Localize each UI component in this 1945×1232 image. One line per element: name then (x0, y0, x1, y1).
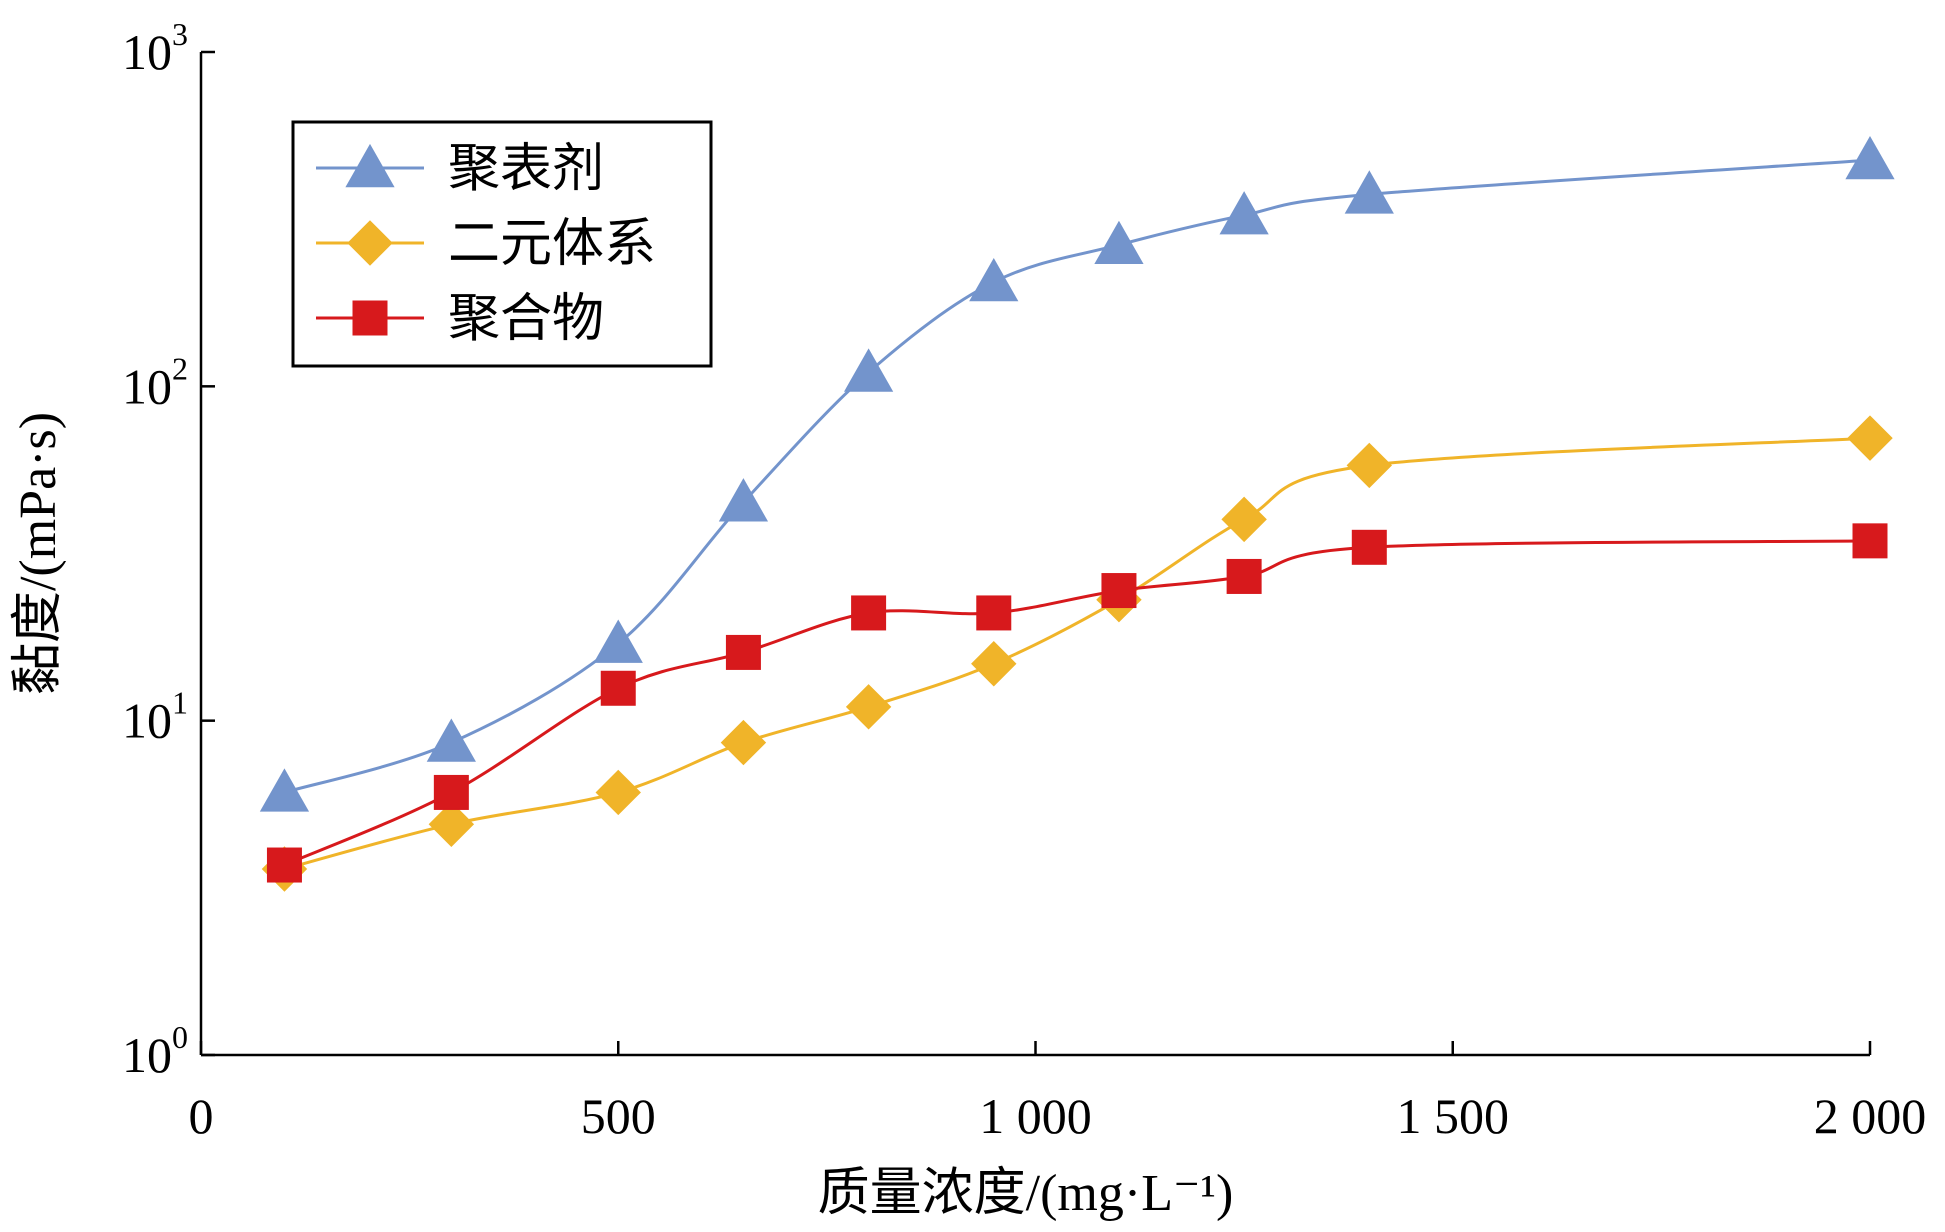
x-axis-title: 质量浓度/(mg·L⁻¹) (818, 1165, 1234, 1222)
data-point-series-0 (259, 768, 310, 812)
data-point-series-1 (845, 684, 892, 730)
y-tick-label: 103 (122, 16, 188, 80)
data-point-series-1 (1221, 496, 1267, 543)
x-tick-label: 500 (581, 1088, 656, 1144)
data-point-series-1 (1346, 442, 1393, 489)
data-point-series-0 (426, 718, 476, 762)
x-tick-label: 1 500 (1397, 1088, 1510, 1144)
data-point-series-1 (595, 769, 641, 816)
data-point-series-0 (843, 348, 894, 392)
data-point-series-1 (720, 719, 767, 766)
data-point-series-1 (1847, 415, 1893, 461)
data-point-series-0 (1219, 191, 1269, 235)
y-tick-label: 100 (122, 1019, 188, 1083)
data-point-series-2 (976, 595, 1012, 631)
data-point-series-2 (851, 595, 887, 631)
data-point-series-2 (266, 847, 302, 883)
x-tick-label: 0 (189, 1088, 214, 1144)
data-point-series-0 (718, 478, 769, 522)
y-axis-title: 黏度/(mPa·s) (10, 412, 67, 695)
legend-label-1: 二元体系 (448, 216, 656, 273)
axes (199, 50, 1872, 1057)
data-point-series-2 (1852, 523, 1888, 559)
data-point-series-0 (1094, 220, 1144, 265)
data-point-series-2 (600, 670, 636, 706)
y-tick-label: 102 (122, 350, 188, 414)
data-point-series-1 (428, 801, 475, 847)
data-point-series-2 (433, 774, 469, 810)
legend-marker-1 (347, 220, 393, 266)
data-point-series-2 (1101, 573, 1137, 609)
series-line-1 (284, 436, 1871, 871)
x-tick-label: 2 000 (1814, 1088, 1927, 1144)
data-point-series-2 (725, 634, 761, 670)
data-point-series-0 (1344, 170, 1394, 214)
series-markers (259, 135, 1895, 892)
data-point-series-2 (1226, 558, 1262, 594)
legend-label-2: 聚合物 (448, 291, 604, 348)
y-tick-label: 101 (122, 685, 188, 749)
tick-labels: 0 500 1 000 1 500 2 000 100 101 102 103 (122, 16, 1926, 1144)
data-point-series-1 (971, 641, 1017, 687)
data-point-series-0 (969, 257, 1019, 302)
data-point-series-0 (1845, 135, 1895, 180)
legend-label-0: 聚表剂 (448, 141, 604, 198)
series-line-2 (283, 539, 1871, 867)
legend-marker-2 (352, 300, 388, 336)
data-point-series-2 (1351, 529, 1387, 565)
data-point-series-0 (593, 619, 643, 663)
legend-marker-0 (345, 143, 395, 188)
x-tick-label: 1 000 (979, 1088, 1092, 1144)
